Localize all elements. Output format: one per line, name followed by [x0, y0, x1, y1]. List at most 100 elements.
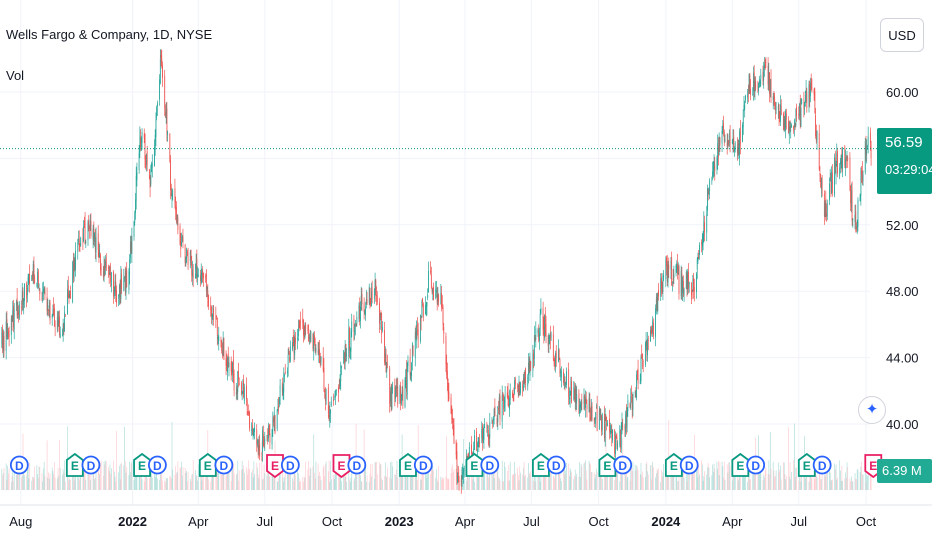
volume-bar	[179, 467, 181, 490]
candle-body	[98, 249, 100, 257]
dividend-marker[interactable]: D	[546, 455, 566, 475]
candle-body	[24, 283, 25, 301]
earnings-marker-shape	[198, 452, 217, 477]
dividend-marker[interactable]: D	[9, 455, 29, 475]
candle-body	[267, 436, 269, 440]
earnings-marker[interactable]: E	[65, 452, 84, 477]
candle-body	[826, 212, 827, 217]
dividend-marker[interactable]: D	[347, 455, 367, 475]
candle-body	[208, 295, 209, 307]
candle-body	[149, 175, 151, 188]
candle-body	[154, 146, 155, 167]
earnings-marker[interactable]: E	[598, 452, 617, 477]
earnings-marker-label: E	[470, 459, 478, 473]
candle-body	[103, 265, 105, 276]
volume-bar	[486, 468, 488, 490]
candle-body	[823, 193, 825, 217]
volume-bar	[794, 423, 795, 490]
candle-body	[181, 241, 182, 246]
symbol-title[interactable]: Wells Fargo & Company, 1D, NYSE	[6, 27, 213, 42]
earnings-marker[interactable]: E	[532, 452, 550, 477]
candle-body	[760, 74, 762, 79]
dividend-marker[interactable]: D	[280, 455, 300, 475]
volume-bar	[635, 470, 637, 490]
dividend-marker[interactable]: D	[147, 455, 167, 475]
volume-bar	[707, 467, 708, 490]
earnings-marker[interactable]: E	[465, 452, 484, 477]
candle-body	[558, 350, 560, 357]
volume-bar	[519, 466, 521, 490]
volume-bar	[779, 469, 781, 490]
candle-body	[586, 404, 588, 410]
earnings-marker[interactable]: E	[133, 452, 151, 477]
volume-bar	[609, 464, 611, 490]
volume-bar	[37, 473, 38, 490]
earnings-marker[interactable]: E	[198, 452, 217, 477]
candle-body	[406, 362, 408, 396]
candle-body	[726, 143, 728, 147]
dividend-marker[interactable]: D	[214, 455, 234, 475]
volume-bar	[203, 470, 204, 490]
candle-body	[798, 113, 800, 119]
volume-bar	[474, 481, 475, 490]
candle-body	[131, 236, 133, 254]
volume-bar	[703, 476, 705, 490]
volume-bar	[453, 469, 455, 490]
candle-body	[359, 306, 361, 321]
dividend-marker[interactable]: D	[746, 455, 766, 475]
volume-bar	[520, 472, 521, 490]
currency-button[interactable]: USD	[880, 18, 924, 52]
candle-body	[156, 103, 158, 107]
time-axis[interactable]: Aug 2022 Apr Jul Oct 2023 Apr Jul Oct 2024 Apr Jul O…	[0, 504, 932, 529]
x-tick-label: Aug	[9, 514, 32, 529]
volume-bar	[119, 479, 121, 490]
candle-body	[517, 386, 518, 387]
dividend-marker[interactable]: D	[613, 455, 633, 475]
earnings-marker[interactable]: E	[731, 452, 750, 477]
volume-bar	[309, 467, 311, 490]
volume-bar	[407, 465, 409, 490]
volume-indicator-label[interactable]: Vol	[6, 68, 25, 83]
volume-bar	[212, 475, 214, 490]
candle-body	[145, 157, 147, 168]
dividend-marker[interactable]: D	[413, 455, 433, 475]
candle-body	[547, 335, 549, 346]
candle-body	[154, 135, 156, 151]
dividend-marker[interactable]: D	[812, 455, 832, 475]
volume-bar	[550, 466, 551, 490]
candle-body	[820, 174, 822, 187]
candle-body	[99, 252, 101, 258]
volume-bar	[284, 477, 285, 490]
earnings-marker[interactable]: E	[399, 452, 417, 477]
volume-bar	[450, 472, 452, 490]
candle-body	[537, 330, 539, 333]
volume-bar	[262, 478, 264, 490]
earnings-marker[interactable]: E	[332, 454, 351, 479]
earnings-marker[interactable]: E	[266, 454, 284, 479]
volume-bar	[54, 462, 55, 490]
volume-bar	[666, 469, 667, 490]
dividend-marker[interactable]: D	[81, 455, 101, 475]
earnings-marker[interactable]: E	[797, 452, 816, 477]
volume-bar	[391, 461, 393, 490]
candle-body	[283, 372, 285, 392]
goto-realtime-button[interactable]: ✦	[858, 396, 886, 424]
volume-bar	[588, 460, 590, 490]
candle-body	[616, 436, 618, 447]
candle-body	[94, 232, 95, 242]
volume-bar	[758, 472, 760, 490]
volume-bar	[509, 461, 511, 490]
candle-body	[564, 381, 566, 383]
volume-bar	[513, 474, 515, 490]
earnings-marker-shape	[266, 454, 284, 479]
volume-bar	[379, 462, 380, 490]
dividend-marker[interactable]: D	[480, 455, 500, 475]
volume-bar	[83, 470, 84, 490]
dividend-marker[interactable]: D	[679, 455, 699, 475]
candle-body	[135, 176, 137, 201]
volume-bar	[672, 473, 674, 490]
earnings-marker[interactable]: E	[664, 452, 683, 477]
volume-bar	[430, 468, 432, 490]
